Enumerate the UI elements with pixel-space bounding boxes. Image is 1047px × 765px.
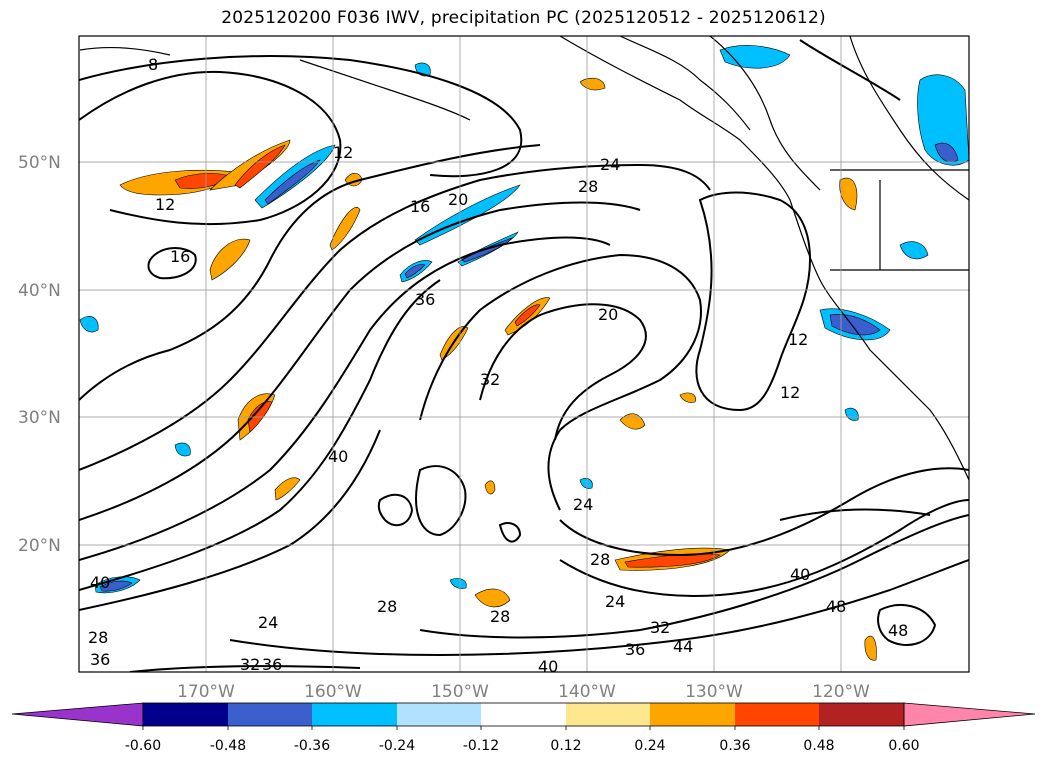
contour-label: 28 <box>490 607 510 626</box>
lat-label-30n: 30°N <box>18 408 61 428</box>
contour-label: 16 <box>410 197 430 216</box>
contour-label: 24 <box>258 613 278 632</box>
lon-label-160w: 160°W <box>304 682 362 702</box>
lon-label-150w: 150°W <box>431 682 489 702</box>
contour-label: 32 <box>240 655 260 674</box>
colorbar-extend-low <box>11 702 144 727</box>
colorbar-swatch <box>397 703 481 726</box>
contour-label: 28 <box>88 628 108 647</box>
colorbar-tick-label: 0.60 <box>888 738 919 754</box>
colorbar-tick-label: -0.48 <box>210 738 246 754</box>
contour-label: 28 <box>578 177 598 196</box>
latitude-labels: 50°N 40°N 30°N 20°N <box>18 153 61 556</box>
colorbar-swatch <box>650 703 735 726</box>
figure-title: 2025120200 F036 IWV, precipitation PC (2… <box>221 8 826 28</box>
map-border <box>78 35 970 673</box>
contour-label: 44 <box>673 637 693 656</box>
colorbar-swatch <box>228 703 312 726</box>
contour-label: 36 <box>90 650 110 669</box>
contour-label: 12 <box>155 195 175 214</box>
lat-label-20n: 20°N <box>18 536 61 556</box>
contour-label: 16 <box>170 247 190 266</box>
colorbar: -0.60 -0.48 -0.36 -0.24 -0.12 0.12 0.24 … <box>11 702 1036 754</box>
contour-label: 28 <box>377 597 397 616</box>
contour-label: 8 <box>148 55 158 74</box>
contour-label: 48 <box>888 621 908 640</box>
colorbar-tick-label: -0.60 <box>125 738 161 754</box>
contour-label: 40 <box>90 573 110 592</box>
contour-label: 12 <box>788 330 808 349</box>
colorbar-tick-label: -0.24 <box>379 738 415 754</box>
colorbar-tick-label: 0.36 <box>719 738 750 754</box>
contour-labels: 8 12 12 16 16 20 24 28 36 20 32 12 12 40… <box>88 55 908 676</box>
colorbar-tick-label: -0.12 <box>463 738 499 754</box>
colorbar-swatch <box>566 703 650 726</box>
lon-label-130w: 130°W <box>685 682 743 702</box>
colorbar-tick-label: 0.24 <box>634 738 665 754</box>
contour-label: 36 <box>625 640 645 659</box>
contour-label: 24 <box>605 592 625 611</box>
contour-label: 12 <box>333 143 353 162</box>
contour-label: 28 <box>590 550 610 569</box>
map-content: 8 12 12 16 16 20 24 28 36 20 32 12 12 40… <box>79 36 969 676</box>
colorbar-swatch <box>481 703 566 726</box>
colorbar-swatch <box>819 703 904 726</box>
colorbar-swatch <box>735 703 819 726</box>
longitude-labels: 170°W 160°W 150°W 140°W 130°W 120°W <box>177 682 870 702</box>
gridlines <box>79 36 969 672</box>
lon-label-120w: 120°W <box>812 682 870 702</box>
contour-label: 32 <box>480 370 500 389</box>
contour-label: 36 <box>262 655 282 674</box>
lat-label-50n: 50°N <box>18 153 61 173</box>
colorbar-ticks <box>142 726 905 730</box>
contour-label: 48 <box>826 597 846 616</box>
colorbar-extend-high <box>903 702 1036 727</box>
lon-label-170w: 170°W <box>177 682 235 702</box>
lat-label-40n: 40°N <box>18 281 61 301</box>
contour-label: 20 <box>598 305 618 324</box>
colorbar-tick-label: 0.12 <box>550 738 581 754</box>
contour-label: 40 <box>328 447 348 466</box>
contour-label: 24 <box>600 155 620 174</box>
map-area <box>79 36 969 672</box>
contour-label: 36 <box>415 290 435 309</box>
colorbar-tick-label: -0.36 <box>294 738 330 754</box>
contour-label: 24 <box>573 495 593 514</box>
contour-label: 40 <box>538 657 558 676</box>
contour-label: 40 <box>790 565 810 584</box>
colorbar-outline <box>142 702 905 727</box>
lon-label-140w: 140°W <box>558 682 616 702</box>
colorbar-swatch <box>143 703 228 726</box>
contour-label: 12 <box>780 383 800 402</box>
colorbar-swatch <box>312 703 397 726</box>
contour-label: 20 <box>448 190 468 209</box>
colorbar-tick-label: 0.48 <box>803 738 834 754</box>
coastline <box>79 36 969 481</box>
contour-label: 32 <box>650 618 670 637</box>
